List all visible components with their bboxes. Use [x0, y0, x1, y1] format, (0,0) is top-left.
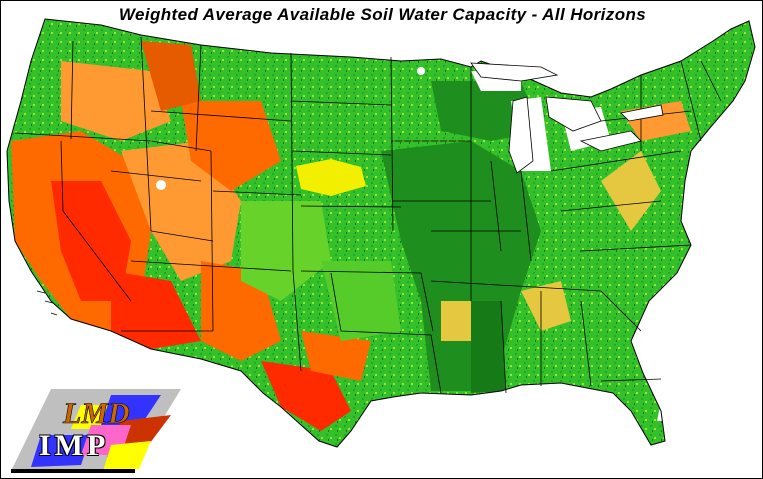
- state-boundaries: [14, 36, 722, 394]
- lmd-imp-logo-icon: LMD: [11, 389, 181, 473]
- coastal-islands: [36, 290, 58, 316]
- great-lakes: [470, 62, 664, 174]
- map-title: Weighted Average Available Soil Water Ca…: [118, 5, 647, 24]
- logo-text: IMP: [39, 429, 110, 462]
- svg-text:LMD: LMD: [62, 397, 130, 430]
